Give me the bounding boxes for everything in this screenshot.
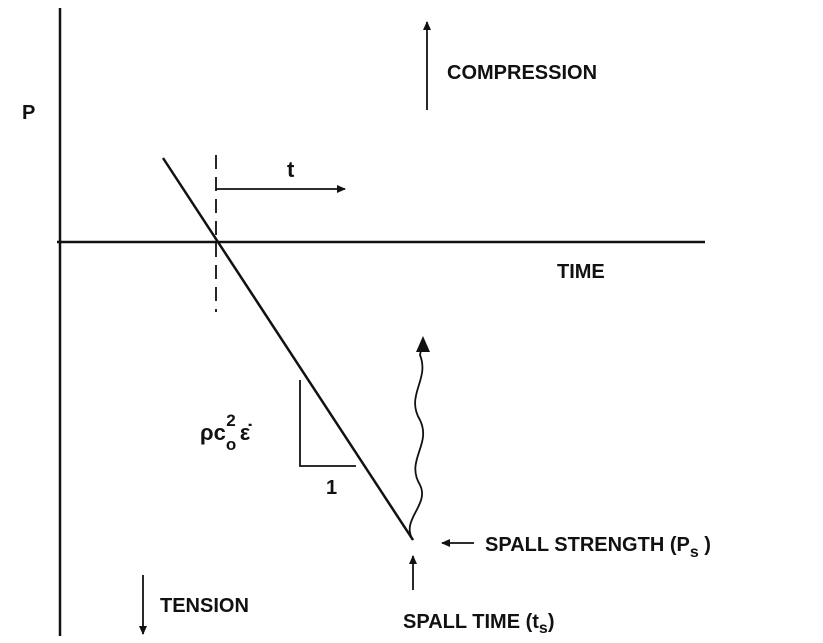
slope-sub: o — [226, 435, 236, 454]
spall-strength-sub: s — [690, 544, 699, 561]
slope-label: ρco 2 ε̇ — [200, 411, 252, 454]
spall-strength-text: SPALL STRENGTH (P — [485, 534, 690, 556]
spall-time-close: ) — [548, 611, 555, 633]
spall-time-sub: s — [539, 620, 548, 637]
slope-rate: ε̇ — [240, 420, 252, 445]
spall-strength-close: ) — [699, 534, 711, 556]
tension-label: TENSION — [160, 595, 249, 617]
slope-sup: 2 — [226, 411, 235, 430]
slope-run-label: 1 — [326, 477, 337, 499]
spall-strength-label: SPALL STRENGTH (Ps ) — [485, 534, 711, 561]
pressure-line — [161, 157, 415, 541]
wave — [408, 344, 425, 541]
slope-triangle — [299, 380, 356, 467]
p-label: P — [22, 102, 35, 124]
compression-label: COMPRESSION — [447, 62, 597, 84]
slope-base: ρc — [200, 420, 226, 445]
time-label: TIME — [557, 261, 605, 283]
t-label: t — [287, 157, 295, 182]
spall-time-text: SPALL TIME (t — [403, 611, 539, 633]
spall-time-label: SPALL TIME (ts) — [403, 611, 555, 637]
wave-arrowhead — [416, 336, 430, 352]
